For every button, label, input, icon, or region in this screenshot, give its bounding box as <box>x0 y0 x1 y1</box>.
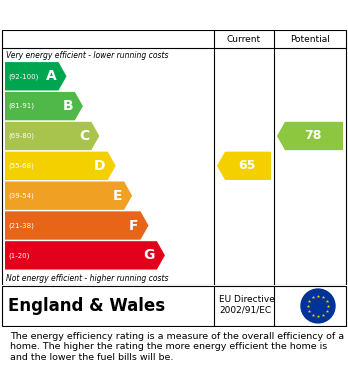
Text: (81-91): (81-91) <box>8 103 34 109</box>
Text: (39-54): (39-54) <box>8 192 34 199</box>
Text: (21-38): (21-38) <box>8 222 34 229</box>
Text: E: E <box>113 189 122 203</box>
Polygon shape <box>5 62 66 90</box>
Text: (1-20): (1-20) <box>8 252 29 258</box>
Text: 78: 78 <box>304 129 322 142</box>
Text: D: D <box>94 159 106 173</box>
Text: A: A <box>46 69 56 83</box>
Polygon shape <box>5 152 116 180</box>
Text: G: G <box>143 248 155 262</box>
Text: Not energy efficient - higher running costs: Not energy efficient - higher running co… <box>6 274 168 283</box>
Text: The energy efficiency rating is a measure of the overall efficiency of a home. T: The energy efficiency rating is a measur… <box>10 332 345 362</box>
Polygon shape <box>5 92 83 120</box>
Text: England & Wales: England & Wales <box>8 297 165 315</box>
Polygon shape <box>5 181 132 210</box>
Polygon shape <box>5 241 165 269</box>
Text: 65: 65 <box>238 159 256 172</box>
Text: EU Directive
2002/91/EC: EU Directive 2002/91/EC <box>219 295 275 315</box>
Polygon shape <box>277 122 343 150</box>
Text: B: B <box>62 99 73 113</box>
Text: F: F <box>129 219 139 233</box>
Circle shape <box>301 289 335 323</box>
Text: (92-100): (92-100) <box>8 73 38 79</box>
Text: (55-68): (55-68) <box>8 163 34 169</box>
Text: Energy Efficiency Rating: Energy Efficiency Rating <box>69 7 279 23</box>
Polygon shape <box>5 122 99 150</box>
Text: (69-80): (69-80) <box>8 133 34 139</box>
Polygon shape <box>5 212 149 240</box>
Text: Very energy efficient - lower running costs: Very energy efficient - lower running co… <box>6 50 168 59</box>
Text: Current: Current <box>227 35 261 44</box>
Text: C: C <box>79 129 89 143</box>
Polygon shape <box>217 152 271 180</box>
Text: Potential: Potential <box>290 35 330 44</box>
